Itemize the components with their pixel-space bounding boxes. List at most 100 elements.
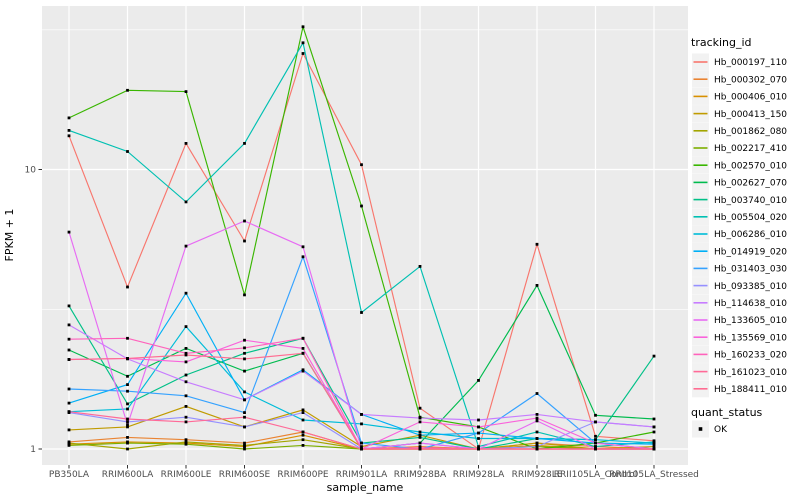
x-tick-label-PB350LA: PB350LA [49,470,90,480]
data-point [535,392,539,395]
x-tick-label-RRIM600PE: RRIM600PE [277,470,329,480]
data-point [301,255,305,259]
data-point [184,442,188,446]
x-tick-label-RRIM928BA: RRIM928BA [394,470,447,480]
x-tick-label-RRIM600LA: RRIM600LA [102,470,154,480]
data-point [535,242,539,246]
data-point [184,420,188,424]
data-point [184,347,188,350]
y-tick-label-1: 1 [30,445,36,455]
data-point [301,41,305,45]
data-point [301,351,305,355]
data-point [477,379,480,382]
legend-item-Hb_000302_070: Hb_000302_070 [692,70,787,88]
data-point [418,420,422,424]
ok-point-marker-icon [698,427,703,431]
data-point [535,419,539,423]
data-point [535,416,539,420]
legend-title-tracking-id: tracking_id [691,36,752,49]
data-point [243,390,246,394]
legend-item-Hb_001862_080: Hb_001862_080 [692,122,787,140]
data-point [126,383,129,386]
data-point [360,311,363,314]
data-point [535,437,539,440]
legend-label: Hb_001862_080 [714,127,787,137]
legend-label: Hb_000197_110 [714,58,787,68]
x-tick-label-RRIM928LE: RRIM928LE [512,470,563,480]
legend-label: Hb_000302_070 [714,75,787,85]
data-point [301,347,305,350]
data-point [360,441,363,445]
legend-label: Hb_003740_010 [714,196,787,206]
data-point [184,142,188,145]
data-point [535,441,539,445]
legend-item-Hb_135569_010: Hb_135569_010 [692,328,787,346]
data-point [126,407,129,411]
data-point [301,369,305,373]
data-point [301,336,305,340]
data-point [594,441,597,445]
legend-item-Hb_005504_020: Hb_005504_020 [692,208,787,226]
legend-items: Hb_000197_110 Hb_000302_070 Hb_000406_010 H… [692,53,787,398]
legend-item-Hb_006286_010: Hb_006286_010 [692,225,787,243]
data-point [243,142,246,145]
legend-item-Hb_000413_150: Hb_000413_150 [692,105,787,123]
data-point [360,447,363,451]
data-point [126,357,129,360]
legend-label: Hb_006286_010 [714,230,787,240]
data-point [301,418,305,422]
legend-item-Hb_160233_020: Hb_160233_020 [692,345,787,363]
legend-label: Hb_188411_010 [714,385,787,395]
data-point [184,440,188,444]
legend-title-quant-status: quant_status [691,406,763,419]
data-point [184,415,188,419]
data-point [243,219,246,223]
data-point [652,417,656,421]
data-point [67,410,71,414]
data-point [477,437,480,440]
data-point [67,337,71,341]
data-point [126,423,129,427]
data-point [184,394,188,398]
data-point [535,445,539,448]
data-point [126,447,129,451]
gridlines [42,6,688,465]
data-point [126,150,129,153]
data-point [301,408,305,412]
data-point [67,441,71,445]
legend-item-Hb_003740_010: Hb_003740_010 [692,191,787,209]
data-point [126,389,129,393]
data-point [243,398,246,402]
data-point [535,413,539,416]
data-point [126,374,129,378]
data-point [243,346,246,350]
data-point [477,445,480,448]
data-point [418,406,422,410]
data-point [126,425,129,429]
legend-label: Hb_114638_010 [714,299,787,309]
data-point [184,405,188,408]
data-point [652,445,656,448]
data-point [360,422,363,426]
data-point [652,425,656,429]
legend-quant-status-item: OK [692,420,728,438]
data-point [184,438,188,442]
legend-item-Hb_014919_020: Hb_014919_020 [692,242,787,260]
data-point [652,354,656,358]
data-point [67,387,71,391]
data-point [184,325,188,328]
data-point [243,415,246,419]
data-point [67,230,71,234]
data-point [184,380,188,384]
data-point [477,425,480,429]
legend-item-Hb_114638_010: Hb_114638_010 [692,294,787,312]
data-point [301,245,305,249]
legend-item-Hb_002570_010: Hb_002570_010 [692,156,787,174]
data-point [67,428,71,432]
data-point [243,425,246,429]
data-point [243,239,246,243]
data-point [360,445,363,448]
data-point [652,430,656,434]
legend-item-Hb_002627_070: Hb_002627_070 [692,173,787,191]
data-point [126,420,129,424]
